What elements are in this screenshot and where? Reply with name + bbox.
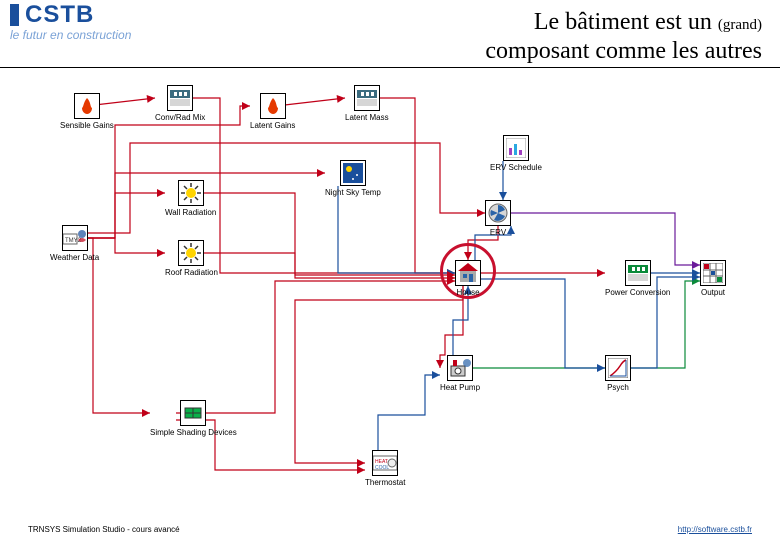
node-output[interactable]: Output (700, 260, 726, 297)
footer-link[interactable]: http://software.cstb.fr (678, 525, 752, 534)
edge-erv-output (511, 213, 700, 265)
node-latentmass[interactable]: Latent Mass (345, 85, 389, 122)
convrad-label: Conv/Rad Mix (155, 113, 205, 122)
wallrad-label: Wall Radiation (165, 208, 216, 217)
erv-label: ERV (485, 228, 511, 237)
sensible-icon (74, 93, 100, 119)
shading-label: Simple Shading Devices (150, 428, 237, 437)
footer-left: TRNSYS Simulation Studio - cours avancé (28, 525, 180, 534)
psych-label: Psych (605, 383, 631, 392)
shading-icon (180, 400, 206, 426)
edge-weather-shading (76, 238, 150, 413)
latent-label: Latent Gains (250, 121, 295, 130)
nightsky-label: Night Sky Temp (325, 188, 381, 197)
node-powerconv[interactable]: Power Conversion (605, 260, 670, 297)
thermostat-label: Thermostat (365, 478, 405, 487)
svg-text:TMY2: TMY2 (65, 238, 82, 244)
logo-text: CSTB (25, 4, 94, 26)
ervsched-icon (503, 135, 529, 161)
node-psych[interactable]: Psych (605, 355, 631, 392)
house-icon (455, 260, 481, 286)
node-convrad[interactable]: Conv/Rad Mix (155, 85, 205, 122)
powerconv-label: Power Conversion (605, 288, 670, 297)
page-title: Le bâtiment est un (grand) composant com… (485, 8, 762, 66)
node-erv[interactable]: ERV (485, 200, 511, 237)
title-line2: composant comme les autres (485, 37, 762, 66)
weather-label: Weather Data (50, 253, 99, 262)
node-sensible[interactable]: Sensible Gains (60, 93, 114, 130)
footer-right: http://software.cstb.fr (678, 525, 752, 534)
node-roofrad[interactable]: Roof Radiation (165, 240, 218, 277)
nightsky-icon (340, 160, 366, 186)
heatpump-icon (447, 355, 473, 381)
node-latent[interactable]: Latent Gains (250, 93, 295, 130)
thermostat-icon: HEATCOOL (372, 450, 398, 476)
logo: CSTB le futur en construction (10, 4, 131, 42)
edge-weather-erv (76, 143, 485, 233)
sensible-label: Sensible Gains (60, 121, 114, 130)
erv-icon (485, 200, 511, 226)
logo-subtitle: le futur en construction (10, 28, 131, 42)
svg-text:COOL: COOL (375, 465, 389, 471)
heatpump-label: Heat Pump (440, 383, 480, 392)
psych-icon (605, 355, 631, 381)
node-shading[interactable]: Simple Shading Devices (150, 400, 237, 437)
roofrad-icon (178, 240, 204, 266)
house-label: House (455, 288, 481, 297)
convrad-icon (167, 85, 193, 111)
ervsched-label: ERV Schedule (490, 163, 542, 172)
node-thermostat[interactable]: HEATCOOL Thermostat (365, 450, 405, 487)
node-ervsched[interactable]: ERV Schedule (490, 135, 542, 172)
node-house[interactable]: House (455, 260, 481, 297)
node-wallrad[interactable]: Wall Radiation (165, 180, 216, 217)
node-nightsky[interactable]: Night Sky Temp (325, 160, 381, 197)
latent-icon (260, 93, 286, 119)
title-line1a: Le bâtiment est un (534, 9, 718, 35)
weather-icon: TMY2 (62, 225, 88, 251)
edge-shading-house (176, 281, 455, 413)
edge-house-psych (481, 279, 605, 368)
output-icon (700, 260, 726, 286)
header: CSTB le futur en construction Le bâtimen… (0, 0, 780, 68)
edge-nightsky-house (338, 186, 455, 273)
powerconv-icon (625, 260, 651, 286)
output-label: Output (700, 288, 726, 297)
latentmass-label: Latent Mass (345, 113, 389, 122)
title-line1b: (grand) (718, 17, 762, 33)
node-weather[interactable]: TMY2 Weather Data (50, 225, 99, 262)
edge-latentmass-house (371, 98, 455, 273)
diagram: Sensible Gains Conv/Rad Mix Latent Gains La… (45, 75, 745, 495)
edge-convrad-house (181, 98, 455, 273)
wallrad-icon (178, 180, 204, 206)
latentmass-icon (354, 85, 380, 111)
roofrad-label: Roof Radiation (165, 268, 218, 277)
node-heatpump[interactable]: Heat Pump (440, 355, 480, 392)
